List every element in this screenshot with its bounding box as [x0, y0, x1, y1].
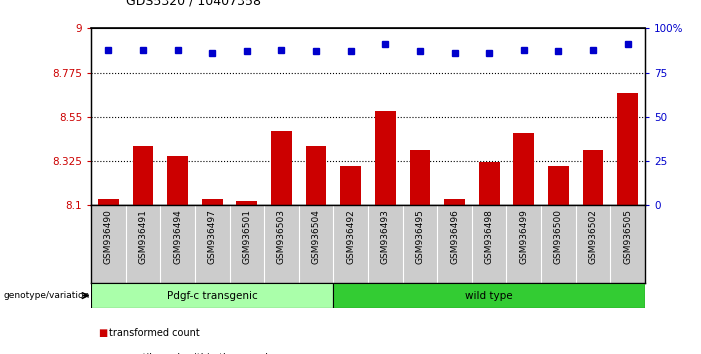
- Bar: [409, 150, 430, 205]
- Text: transformed count: transformed count: [109, 328, 199, 338]
- Text: GSM936492: GSM936492: [346, 209, 355, 264]
- Bar: [583, 150, 604, 205]
- Text: percentile rank within the sample: percentile rank within the sample: [109, 353, 273, 354]
- Bar: [98, 199, 119, 205]
- Bar: [168, 156, 188, 205]
- Text: GSM936500: GSM936500: [554, 209, 563, 264]
- Text: GSM936493: GSM936493: [381, 209, 390, 264]
- Text: ■: ■: [98, 353, 107, 354]
- Text: GSM936494: GSM936494: [173, 209, 182, 264]
- Bar: [236, 201, 257, 205]
- Text: GSM936496: GSM936496: [450, 209, 459, 264]
- Text: genotype/variation: genotype/variation: [4, 291, 90, 300]
- Text: GSM936495: GSM936495: [416, 209, 424, 264]
- Bar: [618, 93, 638, 205]
- Text: ■: ■: [98, 328, 107, 338]
- Text: GSM936490: GSM936490: [104, 209, 113, 264]
- Bar: [375, 111, 396, 205]
- Text: GSM936505: GSM936505: [623, 209, 632, 264]
- Text: GSM936499: GSM936499: [519, 209, 529, 264]
- Bar: [306, 146, 327, 205]
- Text: Pdgf-c transgenic: Pdgf-c transgenic: [167, 291, 258, 301]
- Text: GSM936497: GSM936497: [207, 209, 217, 264]
- Text: GSM936504: GSM936504: [312, 209, 320, 264]
- Bar: [341, 166, 361, 205]
- Text: GSM936503: GSM936503: [277, 209, 286, 264]
- Bar: [132, 146, 154, 205]
- Bar: [91, 283, 334, 308]
- Text: wild type: wild type: [465, 291, 513, 301]
- Text: GSM936502: GSM936502: [589, 209, 597, 264]
- Bar: [444, 199, 465, 205]
- Text: GSM936498: GSM936498: [484, 209, 494, 264]
- Bar: [334, 283, 645, 308]
- Bar: [548, 166, 569, 205]
- Bar: [479, 162, 500, 205]
- Text: GSM936491: GSM936491: [139, 209, 147, 264]
- Bar: [513, 132, 534, 205]
- Text: GSM936501: GSM936501: [243, 209, 252, 264]
- Bar: [202, 199, 223, 205]
- Bar: [271, 131, 292, 205]
- Text: GDS5320 / 10407358: GDS5320 / 10407358: [126, 0, 261, 7]
